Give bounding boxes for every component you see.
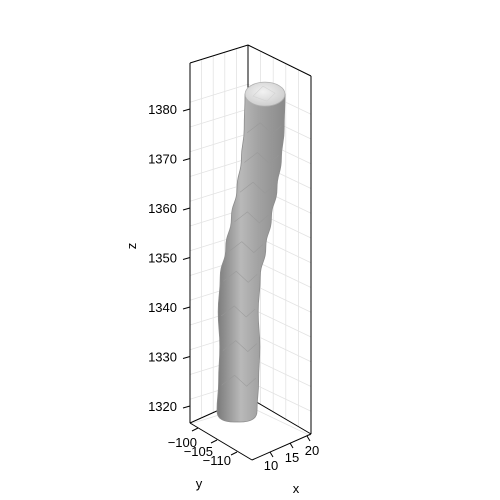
y-axis-line	[189, 422, 253, 461]
z-tick	[182, 306, 191, 310]
y-tick	[210, 439, 218, 444]
z-tick-label: 1340	[148, 300, 177, 315]
grid-line	[189, 133, 249, 153]
x-tick-label: 15	[285, 450, 299, 465]
grid-line	[189, 158, 249, 177]
tube-surface	[216, 81, 286, 423]
box-edge	[247, 396, 312, 435]
grid-line	[189, 83, 249, 103]
tube-body	[216, 93, 286, 423]
mesh-facet	[234, 211, 269, 224]
x-axis-line	[251, 433, 312, 461]
z-tick	[182, 108, 191, 112]
mesh-facet	[239, 181, 275, 194]
y-tick-label: −110	[203, 453, 231, 468]
z-tick	[182, 405, 191, 409]
x-axis-label: x	[293, 481, 300, 496]
mesh-facet	[228, 241, 263, 254]
mesh-facet	[221, 305, 256, 318]
y-axis-label: y	[196, 476, 203, 491]
box-edge	[189, 44, 249, 64]
z-tick	[182, 356, 191, 359]
x-tick	[289, 442, 294, 449]
z-tick	[182, 207, 191, 211]
grid-line	[189, 108, 249, 128]
z-tick-label: 1370	[148, 152, 177, 167]
x-tick-label: 10	[264, 458, 278, 473]
z-tick-label: 1330	[148, 350, 177, 365]
z-tick	[182, 257, 191, 260]
z-tick-label: 1350	[148, 251, 177, 266]
z-axis: 1320 1330 1340 1350 1360 1370 1380	[148, 102, 191, 414]
x-tick	[269, 451, 274, 458]
x-tick-label: 20	[305, 443, 319, 458]
cap-facet	[252, 85, 276, 102]
y-tick-label: −105	[184, 444, 213, 459]
mesh-facet	[223, 270, 258, 283]
grid-line	[247, 405, 312, 437]
mesh-facet	[221, 374, 256, 387]
z-tick	[182, 158, 191, 161]
y-axis: −100−105−110	[168, 427, 238, 468]
mesh-facet	[244, 152, 279, 164]
z-tick-label: 1320	[148, 399, 177, 414]
z-tick-label: 1360	[148, 201, 177, 216]
y-tick	[230, 451, 238, 456]
x-tick	[306, 435, 311, 442]
tube-top-cap	[244, 81, 286, 107]
z-tick-label: 1380	[148, 102, 177, 117]
box-edge	[247, 44, 312, 77]
x-axis: 10 15 20	[264, 435, 319, 473]
mesh-facet	[222, 340, 257, 353]
z-axis-label: z	[124, 243, 139, 250]
y-tick-label: −100	[168, 435, 197, 450]
y-tick	[191, 427, 199, 432]
mesh-facet	[247, 122, 282, 135]
